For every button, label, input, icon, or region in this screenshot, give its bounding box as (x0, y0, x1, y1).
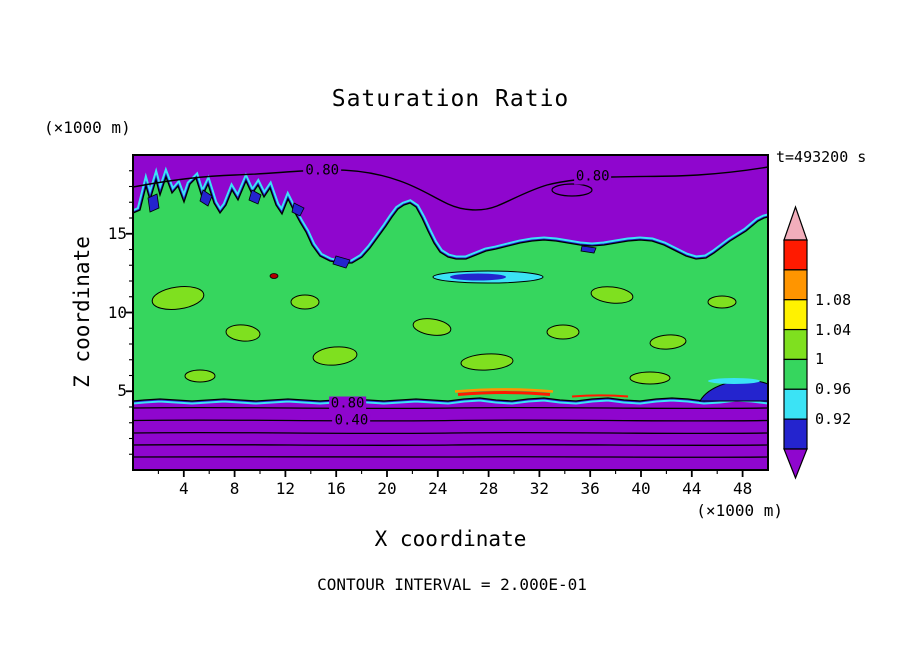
x-tick-label: 32 (529, 479, 550, 498)
y-axis-label: Z coordinate (70, 236, 94, 388)
x-tick-label: 44 (682, 479, 702, 498)
x-tick-label: 36 (580, 479, 600, 498)
supersaturation-streak-red (457, 390, 551, 396)
contour-value-label: 0.40 (332, 412, 371, 429)
x-axis-units: (×1000 m) (696, 501, 783, 520)
cloud-region-green-fill (133, 177, 768, 401)
contour-interval-caption: CONTOUR INTERVAL = 2.000E-01 (317, 575, 587, 594)
colorbar-band (783, 328, 808, 361)
bottom-right-dry-patch (699, 379, 768, 402)
colorbar-band (783, 418, 808, 450)
colorbar (783, 205, 808, 480)
small-maximum-speck (269, 273, 279, 279)
colorbar-under-arrow (783, 448, 808, 480)
contour-value-label: 0.80 (328, 395, 367, 412)
x-tick-label: 16 (326, 479, 346, 498)
supersaturation-streak-red-2 (571, 394, 629, 398)
y-tick-label: 10 (107, 302, 127, 322)
supersaturation-streak-orange (454, 388, 554, 393)
contour-loop-upper (551, 183, 593, 197)
x-tick-label: 24 (428, 479, 448, 498)
y-axis-units: (×1000 m) (44, 118, 131, 137)
contour-line-0.80-upper (133, 166, 768, 211)
contour-line-lower-3 (133, 431, 768, 435)
colorbar-band (783, 239, 808, 271)
colorbar-band (783, 388, 808, 420)
colorbar-tick-label: 0.96 (815, 380, 852, 399)
contour-lines-lower-layer (133, 406, 768, 458)
contour-line-0.40-lower (133, 419, 768, 422)
x-tick-label: 8 (229, 479, 240, 498)
midlevel-dry-streak-blue-core (450, 273, 506, 281)
colorbar-tick-label: 1.04 (815, 320, 852, 339)
y-tick-label: 5 (117, 381, 127, 401)
contour-field (133, 155, 768, 470)
colorbar-band (783, 269, 808, 301)
contour-line-lower-4 (133, 444, 768, 446)
axis-ticks (126, 170, 744, 477)
x-tick-label: 40 (631, 479, 651, 498)
x-axis-label: X coordinate (374, 527, 527, 551)
colorbar-over-arrow (783, 205, 808, 241)
x-tick-label: 48 (732, 479, 753, 498)
chart-title: Saturation Ratio (331, 86, 570, 112)
colorbar-tick-label: 1 (815, 350, 825, 369)
contour-value-label: 0.80 (573, 168, 612, 185)
contour-value-label: 0.80 (303, 162, 342, 179)
x-tick-label: 28 (478, 479, 499, 498)
y-tick-label: 15 (107, 223, 127, 243)
x-tick-label: 20 (377, 479, 397, 498)
x-tick-label: 4 (178, 479, 189, 498)
bottom-right-cyan-fringe (708, 378, 760, 384)
contour-line-lower-5 (133, 456, 768, 458)
colorbar-tick-label: 0.92 (815, 410, 852, 429)
colorbar-tick-label: 1.08 (815, 290, 852, 309)
colorbar-band (783, 358, 808, 390)
contour-line-0.80-lower (133, 406, 768, 410)
colorbar-band (783, 299, 808, 331)
region-dry-specks-blue (147, 189, 597, 269)
time-label: t=493200 s (776, 148, 867, 166)
region-supersaturated-pockets (151, 286, 737, 385)
x-tick-label: 12 (275, 479, 296, 498)
